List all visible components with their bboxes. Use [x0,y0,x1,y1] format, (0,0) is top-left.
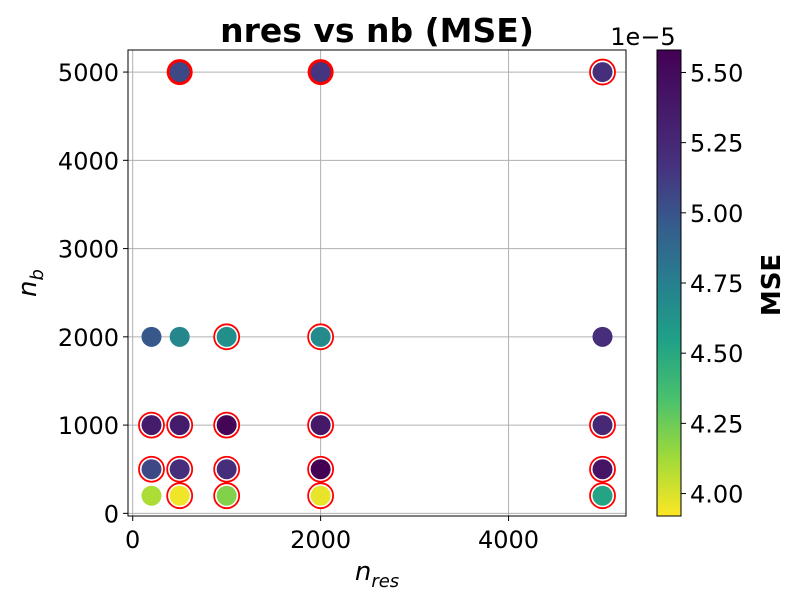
colorbar-tick-label: 4.50 [690,340,743,368]
data-point [310,62,331,83]
data-point [141,485,162,506]
data-point [592,62,613,83]
colorbar-tick-label: 5.00 [690,200,743,228]
y-tick-label: 1000 [58,412,119,440]
data-point [169,326,190,347]
x-tick-label: 4000 [478,526,539,554]
colorbar-tick-label: 4.25 [690,410,743,438]
colorbar-tick-labels: 4.00 4.25 4.50 4.75 5.00 5.25 5.50 [681,59,743,509]
data-point [592,485,613,506]
x-tick-labels: 0 2000 4000 [125,516,539,554]
y-tick-label: 4000 [58,147,119,175]
data-point [592,415,613,436]
x-axis-label: nres [355,557,399,592]
data-point [592,459,613,480]
data-point [310,326,331,347]
y-tick-label: 0 [104,500,119,528]
data-point [216,415,237,436]
data-point [216,326,237,347]
x-tick-label: 2000 [290,526,351,554]
y-axis-label: nb [13,269,48,297]
data-point [141,326,162,347]
colorbar [656,49,682,517]
data-point [310,485,331,506]
y-tick-label: 2000 [58,324,119,352]
y-tick-labels: 0 1000 2000 3000 4000 5000 [58,59,128,528]
data-point [141,459,162,480]
y-tick-label: 5000 [58,59,119,87]
colorbar-tick-label: 5.25 [690,130,743,158]
data-point [141,415,162,436]
colorbar-tick-label: 4.75 [690,270,743,298]
grid-lines [128,50,626,516]
data-point [169,415,190,436]
colorbar-tick-label: 4.00 [690,481,743,509]
data-point [216,459,237,480]
data-point [216,485,237,506]
plot-frame [127,49,627,517]
x-tick-label: 0 [125,526,140,554]
y-tick-label: 3000 [58,236,119,264]
data-point [169,459,190,480]
colorbar-tick-label: 5.50 [690,59,743,87]
data-point [592,326,613,347]
colorbar-label: MSE [757,254,787,316]
data-point [169,62,190,83]
data-point [310,459,331,480]
colorbar-exponent: 1e−5 [610,23,675,51]
chart-title: nres vs nb (MSE) [220,11,534,50]
data-point [169,485,190,506]
data-points [138,58,616,510]
data-point [310,415,331,436]
